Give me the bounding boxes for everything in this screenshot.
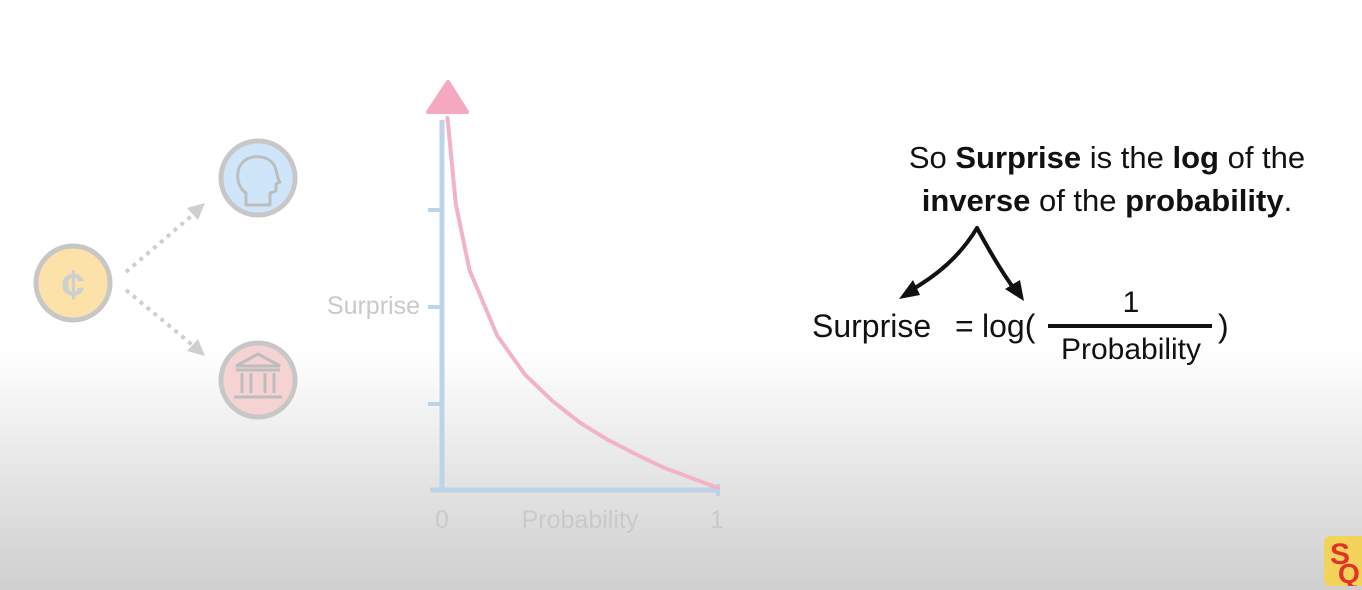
x-tick-label-1: 1 [710, 506, 724, 534]
dotted-arrow-up [124, 210, 198, 274]
arrowhead-left [899, 280, 920, 299]
x-tick-label-0: 0 [435, 506, 449, 534]
arrow-right [975, 226, 1020, 296]
cent-sign-icon [33, 243, 113, 323]
caption: So Surprise is the log of the inverse of… [862, 136, 1352, 222]
caption-arrows [906, 226, 1020, 296]
arrow-left [906, 226, 979, 294]
flow-diagram: ¢ [33, 138, 298, 420]
chart: Surprise Probability 0 1 [327, 80, 724, 534]
statquest-logo: S Q [1324, 536, 1362, 586]
equation-lhs: Surprise [812, 308, 931, 344]
caption-text: So [908, 140, 956, 175]
equation-log: log( [982, 308, 1036, 344]
curve-arrowhead [426, 80, 469, 114]
arrowhead-down [187, 339, 205, 356]
bank-glyph [234, 352, 282, 399]
equation-close-paren: ) [1218, 308, 1229, 344]
equation: Surprise = log( 1 Probability ) [812, 286, 1229, 366]
equation-denominator: Probability [1061, 333, 1201, 366]
person-head-icon [218, 138, 298, 218]
caption-text: of the [1030, 183, 1126, 218]
caption-bold-probability: probability [1125, 183, 1284, 218]
arrowhead-right [1005, 280, 1024, 301]
equation-equals: = [955, 308, 974, 344]
caption-text: of the [1218, 140, 1306, 175]
caption-text: is the [1081, 140, 1173, 175]
logo-letter-q: Q [1338, 558, 1360, 586]
equation-numerator: 1 [1123, 286, 1140, 319]
dotted-arrow-down [124, 288, 198, 350]
x-axis-label: Probability [522, 506, 639, 534]
caption-bold-inverse: inverse [921, 183, 1031, 218]
logo-letter-s: S [1330, 538, 1351, 571]
arrowhead-up [187, 203, 205, 220]
caption-bold-log: log [1172, 140, 1219, 175]
surprise-curve [445, 116, 720, 490]
head-outline [236, 155, 282, 207]
cent-glyph: ¢ [61, 261, 84, 308]
caption-bold-surprise: Surprise [955, 140, 1082, 175]
y-axis-label: Surprise [327, 292, 420, 320]
caption-text: . [1283, 183, 1293, 218]
